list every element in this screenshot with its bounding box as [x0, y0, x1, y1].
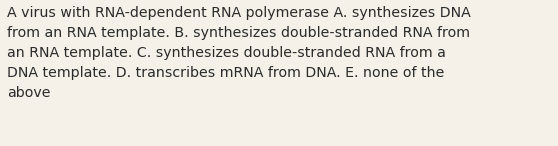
- Text: A virus with RNA-dependent RNA polymerase A. synthesizes DNA
from an RNA templat: A virus with RNA-dependent RNA polymeras…: [7, 6, 470, 100]
